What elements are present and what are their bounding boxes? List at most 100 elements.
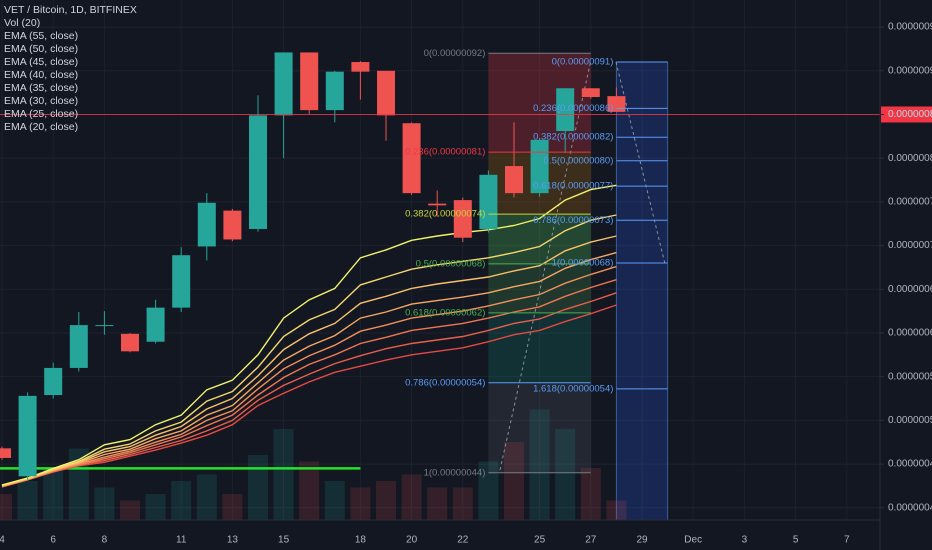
- fib-label: 0.618(0.00000062): [405, 307, 485, 318]
- candle-body: [581, 88, 600, 98]
- y-tick-label: 0.00000080: [888, 153, 932, 164]
- legend: VET / Bitcoin, 1D, BITFINEX Vol (20) EMA…: [4, 4, 137, 133]
- volume-bar: [0, 494, 12, 520]
- candles: [0, 52, 626, 480]
- fib-label: 0.236(0.00000081): [405, 147, 485, 158]
- x-tick-label: 7: [844, 535, 850, 546]
- last-price: 0.00000085: [0, 106, 932, 123]
- legend-entry: EMA (20, close): [4, 121, 78, 133]
- projection-line: [499, 59, 592, 471]
- x-tick-label: 15: [278, 535, 290, 546]
- fib-zone: [488, 214, 591, 264]
- volume-bar: [376, 481, 396, 520]
- legend-entry: EMA (30, close): [4, 95, 78, 107]
- volume-bar: [17, 481, 38, 520]
- y-tick-label: 0.00000050: [888, 415, 932, 426]
- volume-bar: [606, 500, 627, 520]
- volume-bar: [120, 500, 140, 520]
- candle-body: [479, 174, 498, 229]
- y-tick-label: 0.00000095: [888, 22, 932, 33]
- x-tick-label: 29: [636, 535, 648, 546]
- x-tick-label: 18: [355, 535, 367, 546]
- x-tick-label: 5: [793, 535, 799, 546]
- candle-body: [121, 333, 139, 352]
- fib-zone: [488, 382, 591, 473]
- volume-bar: [324, 481, 345, 520]
- y-tick-label: 0.00000065: [888, 284, 932, 295]
- volume-bar: [580, 468, 601, 520]
- chart-title: VET / Bitcoin, 1D, BITFINEX: [4, 4, 137, 16]
- legend-entry: EMA (45, close): [4, 56, 78, 68]
- volume-bar: [427, 487, 448, 520]
- candle-body: [69, 325, 88, 368]
- legend-entry: EMA (50, close): [4, 43, 78, 55]
- last-price-label: 0.00000085: [888, 109, 932, 120]
- ema-line: [1, 214, 617, 486]
- candle-body: [0, 448, 11, 458]
- volume-bar: [171, 481, 192, 520]
- volume-bar: [222, 494, 243, 520]
- ema-line: [1, 279, 617, 488]
- fib-label: 1(0.00000068): [552, 258, 614, 269]
- x-tick-label: 13: [227, 535, 239, 546]
- y-tick-label: 0.00000085: [888, 109, 932, 120]
- x-tick-label: Dec: [684, 535, 702, 546]
- fib-label: 0.382(0.00000074): [405, 209, 485, 220]
- candle-body: [146, 307, 165, 342]
- fib-label: 0.5(0.00000080): [544, 155, 614, 166]
- volume-bar: [452, 487, 473, 520]
- fib-label: 0.786(0.00000073): [533, 215, 613, 226]
- x-tick-label: 11: [176, 535, 187, 546]
- candle-body: [18, 395, 37, 477]
- volume-bar: [529, 409, 550, 520]
- fib-label: 1(0.00000044): [424, 467, 486, 478]
- candle-body: [300, 52, 319, 111]
- legend-entry: EMA (55, close): [4, 30, 78, 42]
- axes: 0.00000040 0.00000045 0.00000050 0.00000055…: [0, 22, 932, 546]
- y-tick-label: 0.00000040: [888, 502, 932, 513]
- fib-zone: [488, 312, 591, 383]
- fib-label: 0.382(0.00000082): [533, 132, 613, 143]
- candle-body: [402, 123, 421, 194]
- y-tick-label: 0.00000090: [888, 65, 932, 76]
- candle-body: [453, 200, 472, 238]
- candle-body: [274, 52, 293, 116]
- fib-label: 1.618(0.00000054): [533, 383, 613, 394]
- fib-label: 0.786(0.00000054): [405, 377, 485, 388]
- y-tick-label: 0.00000045: [888, 459, 932, 470]
- candle-body: [505, 166, 523, 194]
- volume-bar: [401, 474, 422, 520]
- fib-label: 0.618(0.00000077): [533, 181, 613, 192]
- candle-body: [351, 62, 370, 72]
- y-tick-label: 0.00000075: [888, 197, 932, 208]
- x-tick-label: 25: [534, 535, 546, 546]
- x-tick-label: 22: [457, 535, 469, 546]
- ema-line: [1, 265, 617, 487]
- y-tick-label: 0.00000055: [888, 371, 932, 382]
- candle-body: [172, 255, 191, 308]
- legend-entry: EMA (40, close): [4, 69, 78, 81]
- volume-bar: [196, 474, 217, 520]
- y-tick-label: 0.00000070: [888, 240, 932, 251]
- candle-body: [95, 325, 114, 327]
- fib-label: 0.236(0.00000086): [533, 103, 613, 114]
- volume-bar: [273, 429, 294, 520]
- volume-bar: [504, 442, 524, 520]
- x-tick-label: 6: [50, 535, 56, 546]
- volume-bar: [94, 487, 115, 520]
- candle-body: [197, 202, 216, 247]
- fib-label: 0.5(0.00000068): [416, 258, 486, 269]
- volume-bar: [299, 461, 320, 520]
- ema-line: [1, 184, 617, 486]
- legend-entry: Vol (20): [4, 17, 40, 29]
- ema-line: [1, 235, 617, 487]
- ema-line: [1, 251, 617, 487]
- volume-bar: [248, 455, 268, 520]
- fib-label: 0(0.00000091): [552, 57, 614, 68]
- x-tick-label: 27: [585, 535, 597, 546]
- legend-entry: EMA (35, close): [4, 82, 78, 94]
- volume-bar: [43, 468, 64, 520]
- ema-line: [1, 292, 617, 488]
